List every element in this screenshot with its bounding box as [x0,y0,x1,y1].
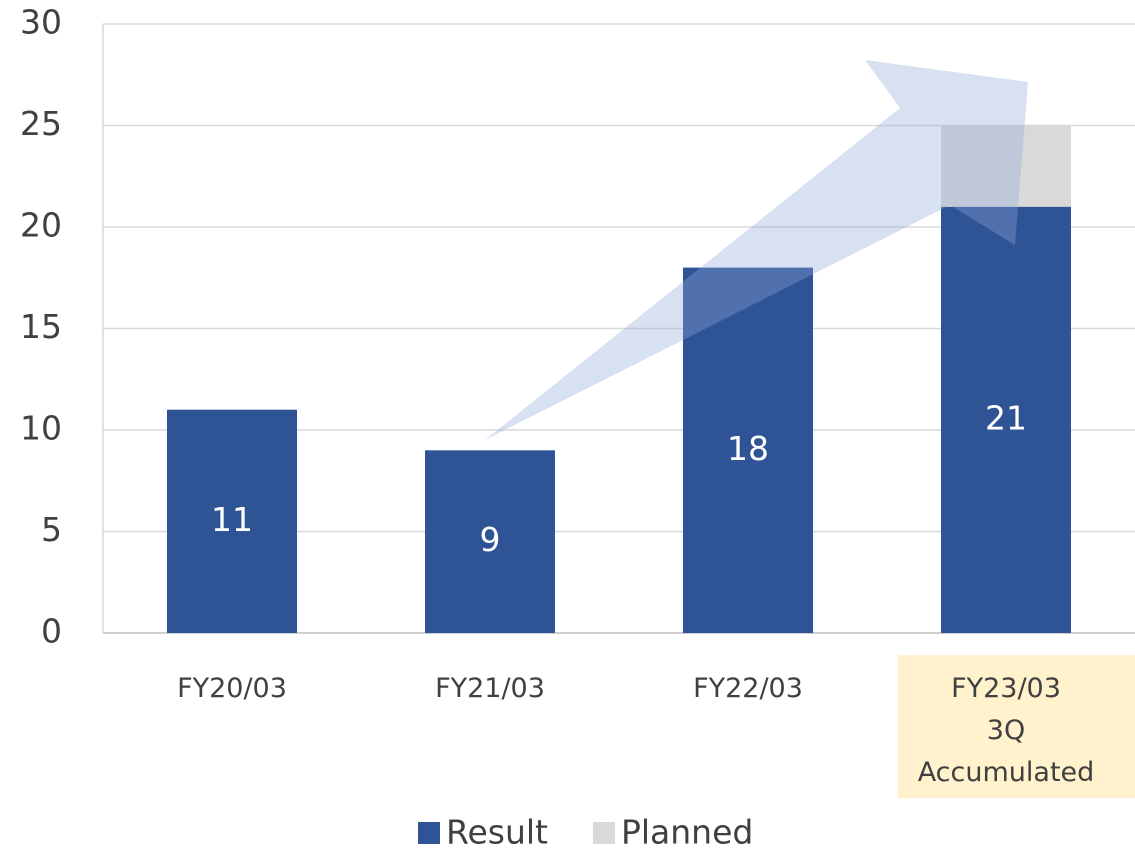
bar-segment [941,206,1071,633]
legend-swatch [592,822,615,844]
y-tick-label: 5 [41,510,62,549]
data-label: 9 [480,520,501,559]
y-tick-label: 10 [20,409,62,448]
bar-segment [683,267,813,633]
y-tick-label: 25 [20,104,62,143]
bar-segment [425,450,555,633]
legend-swatch [418,822,440,844]
x-tick-label: FY21/03 [435,673,545,704]
x-tick-label: FY22/03 [693,673,803,704]
y-tick-label: 15 [20,307,62,346]
data-label: 18 [727,429,769,468]
data-label: 11 [211,500,253,539]
y-tick-label: 20 [20,206,62,245]
y-tick-label: 30 [20,3,62,42]
bar-segment [167,409,297,633]
y-tick-label: 0 [41,612,62,651]
bar-segment [941,125,1071,207]
data-label: 21 [985,398,1027,437]
legend-label: Result [446,813,548,852]
category-highlight [898,655,1135,798]
x-tick-label: FY20/03 [177,673,287,704]
x-tick-label: FY23/03 3Q Accumulated [917,673,1095,788]
growth-arrow [485,60,1028,440]
legend-label: Planned [621,813,753,852]
